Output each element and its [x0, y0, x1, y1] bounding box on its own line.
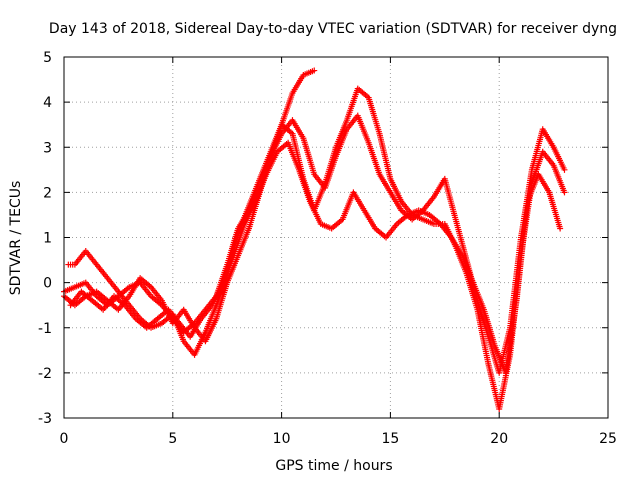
y-tick-label: -1 — [38, 321, 52, 337]
y-axis-label: SDTVAR / TECUs — [8, 181, 24, 296]
x-tick-label: 25 — [599, 431, 617, 447]
ticks — [63, 56, 609, 419]
data-point — [561, 189, 568, 196]
y-tick-labels: -3 -2 -1 0 1 2 3 4 5 — [38, 50, 52, 427]
y-tick-label: 1 — [43, 231, 52, 247]
y-tick-label: 4 — [43, 95, 52, 111]
data-point — [311, 67, 318, 74]
data-point — [557, 225, 564, 232]
chart-title: Day 143 of 2018, Sidereal Day-to-day VTE… — [49, 21, 617, 37]
y-tick-label: 3 — [43, 140, 52, 156]
x-tick-label: 20 — [490, 431, 508, 447]
x-tick-label: 10 — [273, 431, 291, 447]
y-tick-label: 5 — [43, 50, 52, 66]
y-tick-label: 0 — [43, 276, 52, 292]
y-tick-label: 2 — [43, 185, 52, 201]
y-tick-label: -2 — [38, 366, 52, 382]
x-tick-label: 0 — [60, 431, 69, 447]
x-axis-label: GPS time / hours — [275, 458, 392, 474]
series-4 — [67, 139, 564, 376]
data-point — [561, 166, 568, 173]
x-tick-labels: 0 5 10 15 20 25 — [60, 431, 617, 447]
y-tick-label: -3 — [38, 411, 52, 427]
x-tick-label: 15 — [381, 431, 399, 447]
plot-area — [61, 67, 568, 412]
x-tick-label: 5 — [168, 431, 177, 447]
